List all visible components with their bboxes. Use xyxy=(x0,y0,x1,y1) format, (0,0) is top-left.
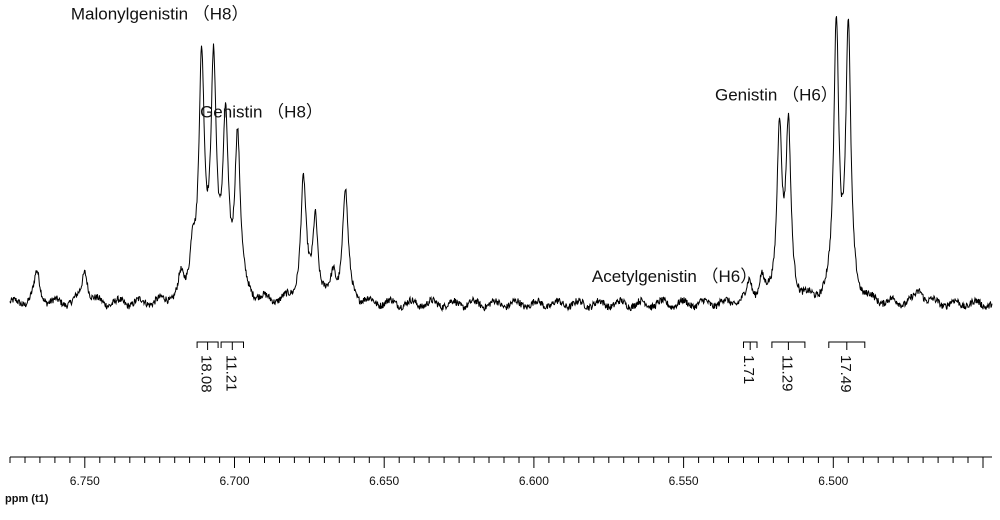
spectrum-trace xyxy=(9,16,993,313)
integral-value: 1.71 xyxy=(740,355,757,384)
x-tick-label: 6.600 xyxy=(519,474,549,488)
x-tick-label: 6.650 xyxy=(369,474,399,488)
x-tick-label: 6.500 xyxy=(818,474,848,488)
integral-value: 18.08 xyxy=(198,355,215,393)
peak-annotation: Genistin （H8） xyxy=(200,102,323,121)
integral-regions: 18.08 11.21 1.71 11.29 17.49 xyxy=(196,341,866,393)
x-axis-label: ppm (t1) xyxy=(5,493,49,505)
peak-annotation: Malonylgenistin （H8） xyxy=(71,5,249,24)
x-tick-label: 6.550 xyxy=(669,474,699,488)
x-axis: 6.750 6.700 6.650 6.600 6.550 6.500 xyxy=(9,456,992,488)
peak-annotation: Genistin （H6） xyxy=(715,86,838,105)
integral-value: 17.49 xyxy=(837,355,854,393)
peak-annotations: Malonylgenistin （H8）Genistin （H8）Malonyl… xyxy=(71,5,838,286)
x-tick-label: 6.750 xyxy=(70,474,100,488)
integral-value: 11.29 xyxy=(778,355,795,391)
integral-value: 11.21 xyxy=(222,355,239,391)
x-tick-label: 6.700 xyxy=(219,474,249,488)
peak-annotation: Acetylgenistin （H6） xyxy=(592,267,757,286)
